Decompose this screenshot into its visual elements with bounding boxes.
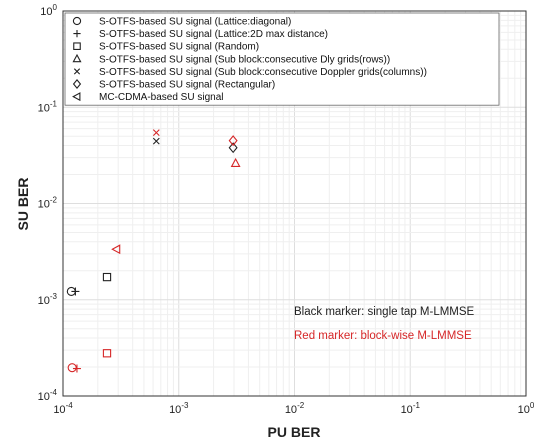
series-triangle-up [230, 157, 241, 167]
y-tick-label: 10-3 [38, 292, 58, 307]
marker-cross [152, 129, 160, 137]
x-tick-label: 10-2 [285, 401, 305, 416]
marker-cross [152, 137, 160, 145]
legend: S-OTFS-based SU signal (Lattice:diagonal… [64, 12, 500, 106]
series-plus [71, 287, 81, 373]
marker-diamond [72, 78, 82, 90]
data-point [228, 142, 238, 154]
marker-plus [72, 364, 81, 373]
legend-item: MC-CDMA-based SU signal [72, 92, 223, 103]
marker-cross [73, 68, 81, 75]
legend-item: S-OTFS-based SU signal (Lattice:2D max d… [73, 29, 328, 40]
legend-item: S-OTFS-based SU signal (Lattice:diagonal… [72, 16, 291, 28]
data-point [102, 272, 112, 282]
legend-label: S-OTFS-based SU signal (Sub block:consec… [99, 54, 390, 65]
data-point [67, 363, 77, 373]
legend-label: S-OTFS-based SU signal (Sub block:consec… [99, 67, 427, 78]
marker-square [102, 349, 112, 358]
legend-item: S-OTFS-based SU signal (Rectangular) [72, 78, 275, 91]
y-tick-label: 10-1 [38, 99, 58, 114]
annotations: Black marker: single tap M-LMMSE Red mark… [294, 306, 475, 342]
marker-square [73, 42, 81, 50]
marker-diamond [228, 135, 238, 147]
marker-triangle-up [230, 157, 241, 167]
marker-plus [73, 30, 81, 38]
series-square [102, 272, 112, 358]
plot-frame [62, 10, 527, 397]
data-point [152, 129, 160, 137]
marker-square [102, 272, 112, 282]
marker-triangle-left [72, 92, 81, 102]
annotation-text: Red marker: block-wise M-LMMSE [294, 330, 472, 342]
y-tick-label: 100 [40, 3, 57, 18]
marker-circle [67, 363, 77, 373]
annotation-text: Black marker: single tap M-LMMSE [294, 306, 475, 318]
data-points [66, 129, 241, 373]
marker-triangle-left [111, 244, 121, 255]
x-tick-label: 10-4 [53, 401, 73, 416]
legend-label: S-OTFS-based SU signal (Lattice:diagonal… [99, 17, 291, 28]
data-point [72, 364, 81, 373]
marker-triangle-up [72, 53, 82, 63]
legend-item: S-OTFS-based SU signal (Sub block:consec… [72, 53, 390, 65]
data-point [111, 244, 121, 255]
y-tick-label: 10-2 [38, 196, 58, 211]
legend-label: S-OTFS-based SU signal (Rectangular) [99, 80, 275, 91]
data-point [152, 137, 160, 145]
marker-diamond [228, 142, 238, 154]
data-point [230, 157, 241, 167]
x-tick-label: 100 [518, 401, 535, 416]
marker-circle [72, 16, 82, 26]
data-point [71, 287, 80, 296]
data-point [102, 349, 112, 358]
x-tick-label: 10-3 [169, 401, 189, 416]
legend-label: MC-CDMA-based SU signal [99, 92, 223, 103]
y-tick-label: 10-4 [38, 388, 58, 403]
legend-item: S-OTFS-based SU signal (Random) [73, 42, 259, 53]
data-point [228, 135, 238, 147]
x-axis-label: PU BER [268, 424, 321, 440]
legend-box [64, 12, 500, 106]
series-cross [152, 129, 160, 145]
legend-label: S-OTFS-based SU signal (Lattice:2D max d… [99, 29, 328, 40]
legend-label: S-OTFS-based SU signal (Random) [99, 42, 259, 53]
series-diamond [228, 135, 238, 154]
marker-plus [71, 287, 80, 296]
y-axis-label: SU BER [15, 178, 31, 231]
legend-item: S-OTFS-based SU signal (Sub block:consec… [73, 67, 427, 78]
series-triangle-left [111, 244, 121, 255]
x-tick-label: 10-1 [401, 401, 421, 416]
axis-ticks: 10-4 10-3 10-2 10-1 100 10-4 10-3 10-2 10-1 100 [38, 3, 535, 416]
